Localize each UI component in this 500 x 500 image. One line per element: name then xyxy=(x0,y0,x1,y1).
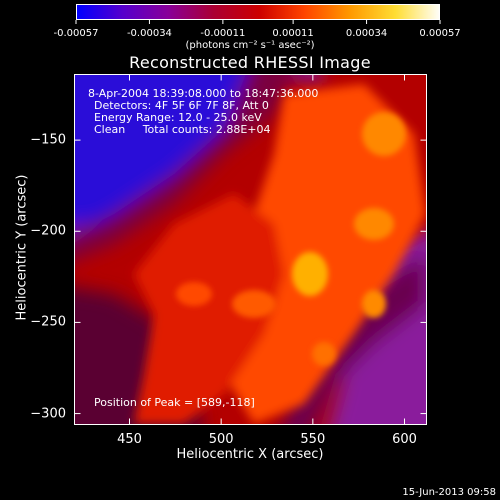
hot-spot xyxy=(312,342,336,366)
red-arc xyxy=(134,194,284,424)
colorbar-units: (photons cm⁻² s⁻¹ asec⁻²) xyxy=(185,40,315,51)
y-tick-label: −250 xyxy=(30,314,66,330)
chart-title: Reconstructed RHESSI Image xyxy=(129,53,371,72)
x-axis-label: Heliocentric X (arcsec) xyxy=(176,447,324,462)
y-tick-label: −150 xyxy=(30,132,66,148)
timestamp: 15-Jun-2013 09:58 xyxy=(402,487,496,498)
x-tick-label: 550 xyxy=(300,432,326,447)
dark-band xyxy=(74,74,294,260)
peak-position-label: Position of Peak = [589,-118] xyxy=(94,396,255,409)
x-tick-label: 600 xyxy=(392,432,417,447)
hot-spot xyxy=(354,208,394,240)
orange-ridge xyxy=(224,84,426,424)
time-range-label: 8-Apr-2004 18:39:08.000 to 18:47:36.000 xyxy=(88,87,319,100)
detectors-label: Detectors: 4F 5F 6F 7F 8F, Att 0 xyxy=(94,99,269,112)
hot-spot xyxy=(362,112,406,156)
heatmap-image xyxy=(74,74,426,424)
hot-spot xyxy=(232,290,276,318)
hot-spot xyxy=(176,282,212,306)
colorbar-tick-label: -0.00011 xyxy=(200,28,246,39)
negative-blue-region xyxy=(74,74,274,224)
y-tick-label: −300 xyxy=(30,406,66,422)
colorbar-tick-label: -0.00057 xyxy=(53,28,99,39)
hot-spot xyxy=(292,252,328,296)
colorbar xyxy=(76,4,440,20)
clean-counts-label: Clean Total counts: 2.88E+04 xyxy=(94,123,271,136)
plot-area: 8-Apr-2004 18:39:08.000 to 18:47:36.000 … xyxy=(74,74,426,424)
y-axis-label: Heliocentric Y (arcsec) xyxy=(14,174,30,321)
y-tick-label: −200 xyxy=(30,223,66,239)
colorbar-tick-label: 0.00057 xyxy=(419,28,461,39)
x-tick-label: 450 xyxy=(117,432,142,447)
colorbar-tick-label: -0.00034 xyxy=(126,28,172,39)
energy-range-label: Energy Range: 12.0 - 25.0 keV xyxy=(94,111,262,124)
colorbar-tick-label: 0.00011 xyxy=(272,28,314,39)
colorbar-tick-label: 0.00034 xyxy=(345,28,388,39)
hot-spot xyxy=(362,290,386,318)
x-tick-label: 500 xyxy=(208,432,234,447)
